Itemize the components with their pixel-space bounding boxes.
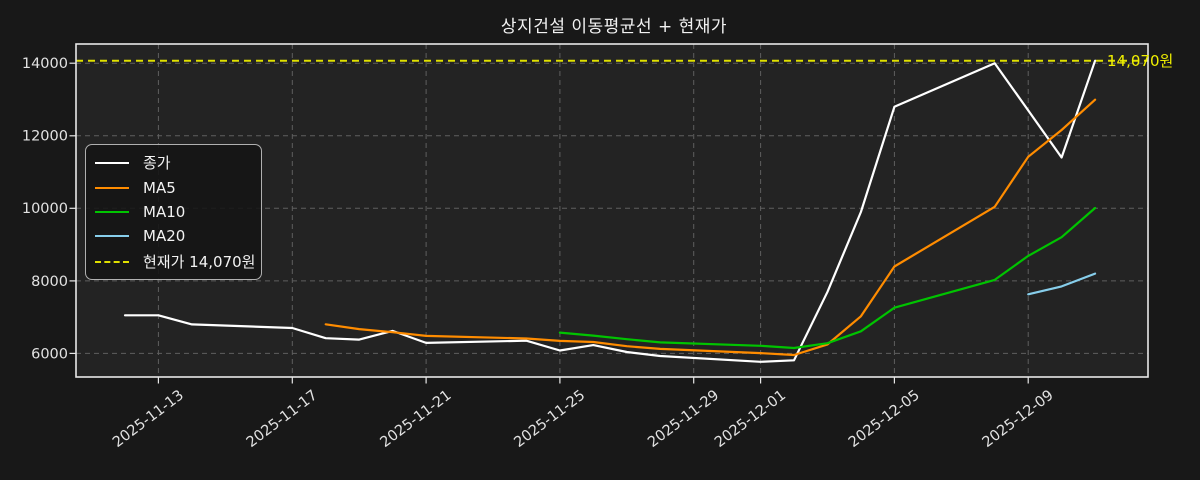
- current-price-annotation: 14,070원: [1107, 52, 1173, 70]
- legend-item-label: 종가: [143, 154, 171, 172]
- chart-title: 상지건설 이동평균선 + 현재가: [500, 17, 728, 37]
- x-tick-label: 2025-11-13: [110, 387, 187, 450]
- x-tick-label: 2025-12-05: [846, 387, 923, 450]
- legend-item-current-price: 현재가 14,070원: [86, 251, 261, 272]
- x-tick-label: 2025-12-09: [980, 387, 1057, 450]
- series-line-MA20: [1027, 272, 1097, 296]
- y-tick-label: 10000: [22, 201, 68, 217]
- legend-item-ma10: MA10: [86, 203, 261, 221]
- legend-item-close: 종가: [86, 152, 261, 173]
- x-axis-labels: 2025-11-13 2025-11-17 2025-11-21 2025-11…: [110, 387, 1057, 450]
- legend-line-sample-current-price: [95, 260, 129, 263]
- series-line-MA10: [558, 206, 1097, 350]
- x-tick-label: 2025-12-01: [712, 387, 789, 450]
- y-axis-labels: 6000 8000 10000 12000 14000: [22, 56, 68, 362]
- y-tick-label: 8000: [31, 274, 68, 290]
- y-tick-label: 12000: [22, 129, 68, 145]
- tick-marks: [69, 62, 1029, 384]
- chart-legend: 종가 MA5 MA10 MA20 현재가 14,070원: [85, 144, 262, 280]
- legend-line-sample-ma10: [95, 211, 129, 213]
- y-tick-label: 14000: [22, 56, 68, 72]
- legend-item-label: 현재가 14,070원: [143, 253, 256, 271]
- legend-item-label: MA10: [143, 203, 186, 221]
- legend-item-label: MA5: [143, 179, 176, 197]
- legend-line-sample-close: [95, 161, 129, 164]
- y-tick-label: 6000: [31, 346, 68, 362]
- x-tick-label: 2025-11-21: [378, 387, 455, 450]
- legend-line-sample-ma20: [95, 235, 129, 237]
- x-tick-label: 2025-11-29: [645, 387, 722, 450]
- series-line-MA5: [324, 98, 1097, 357]
- legend-line-sample-ma5: [95, 187, 129, 189]
- x-tick-label: 2025-11-25: [511, 387, 588, 450]
- axes-frame: [75, 43, 1149, 378]
- x-tick-label: 2025-11-17: [244, 387, 321, 450]
- gridlines: [76, 44, 1148, 377]
- series-line-종가: [123, 59, 1097, 363]
- legend-item-ma20: MA20: [86, 227, 261, 245]
- legend-item-label: MA20: [143, 227, 186, 245]
- legend-item-ma5: MA5: [86, 179, 261, 197]
- series-lines: [76, 59, 1148, 363]
